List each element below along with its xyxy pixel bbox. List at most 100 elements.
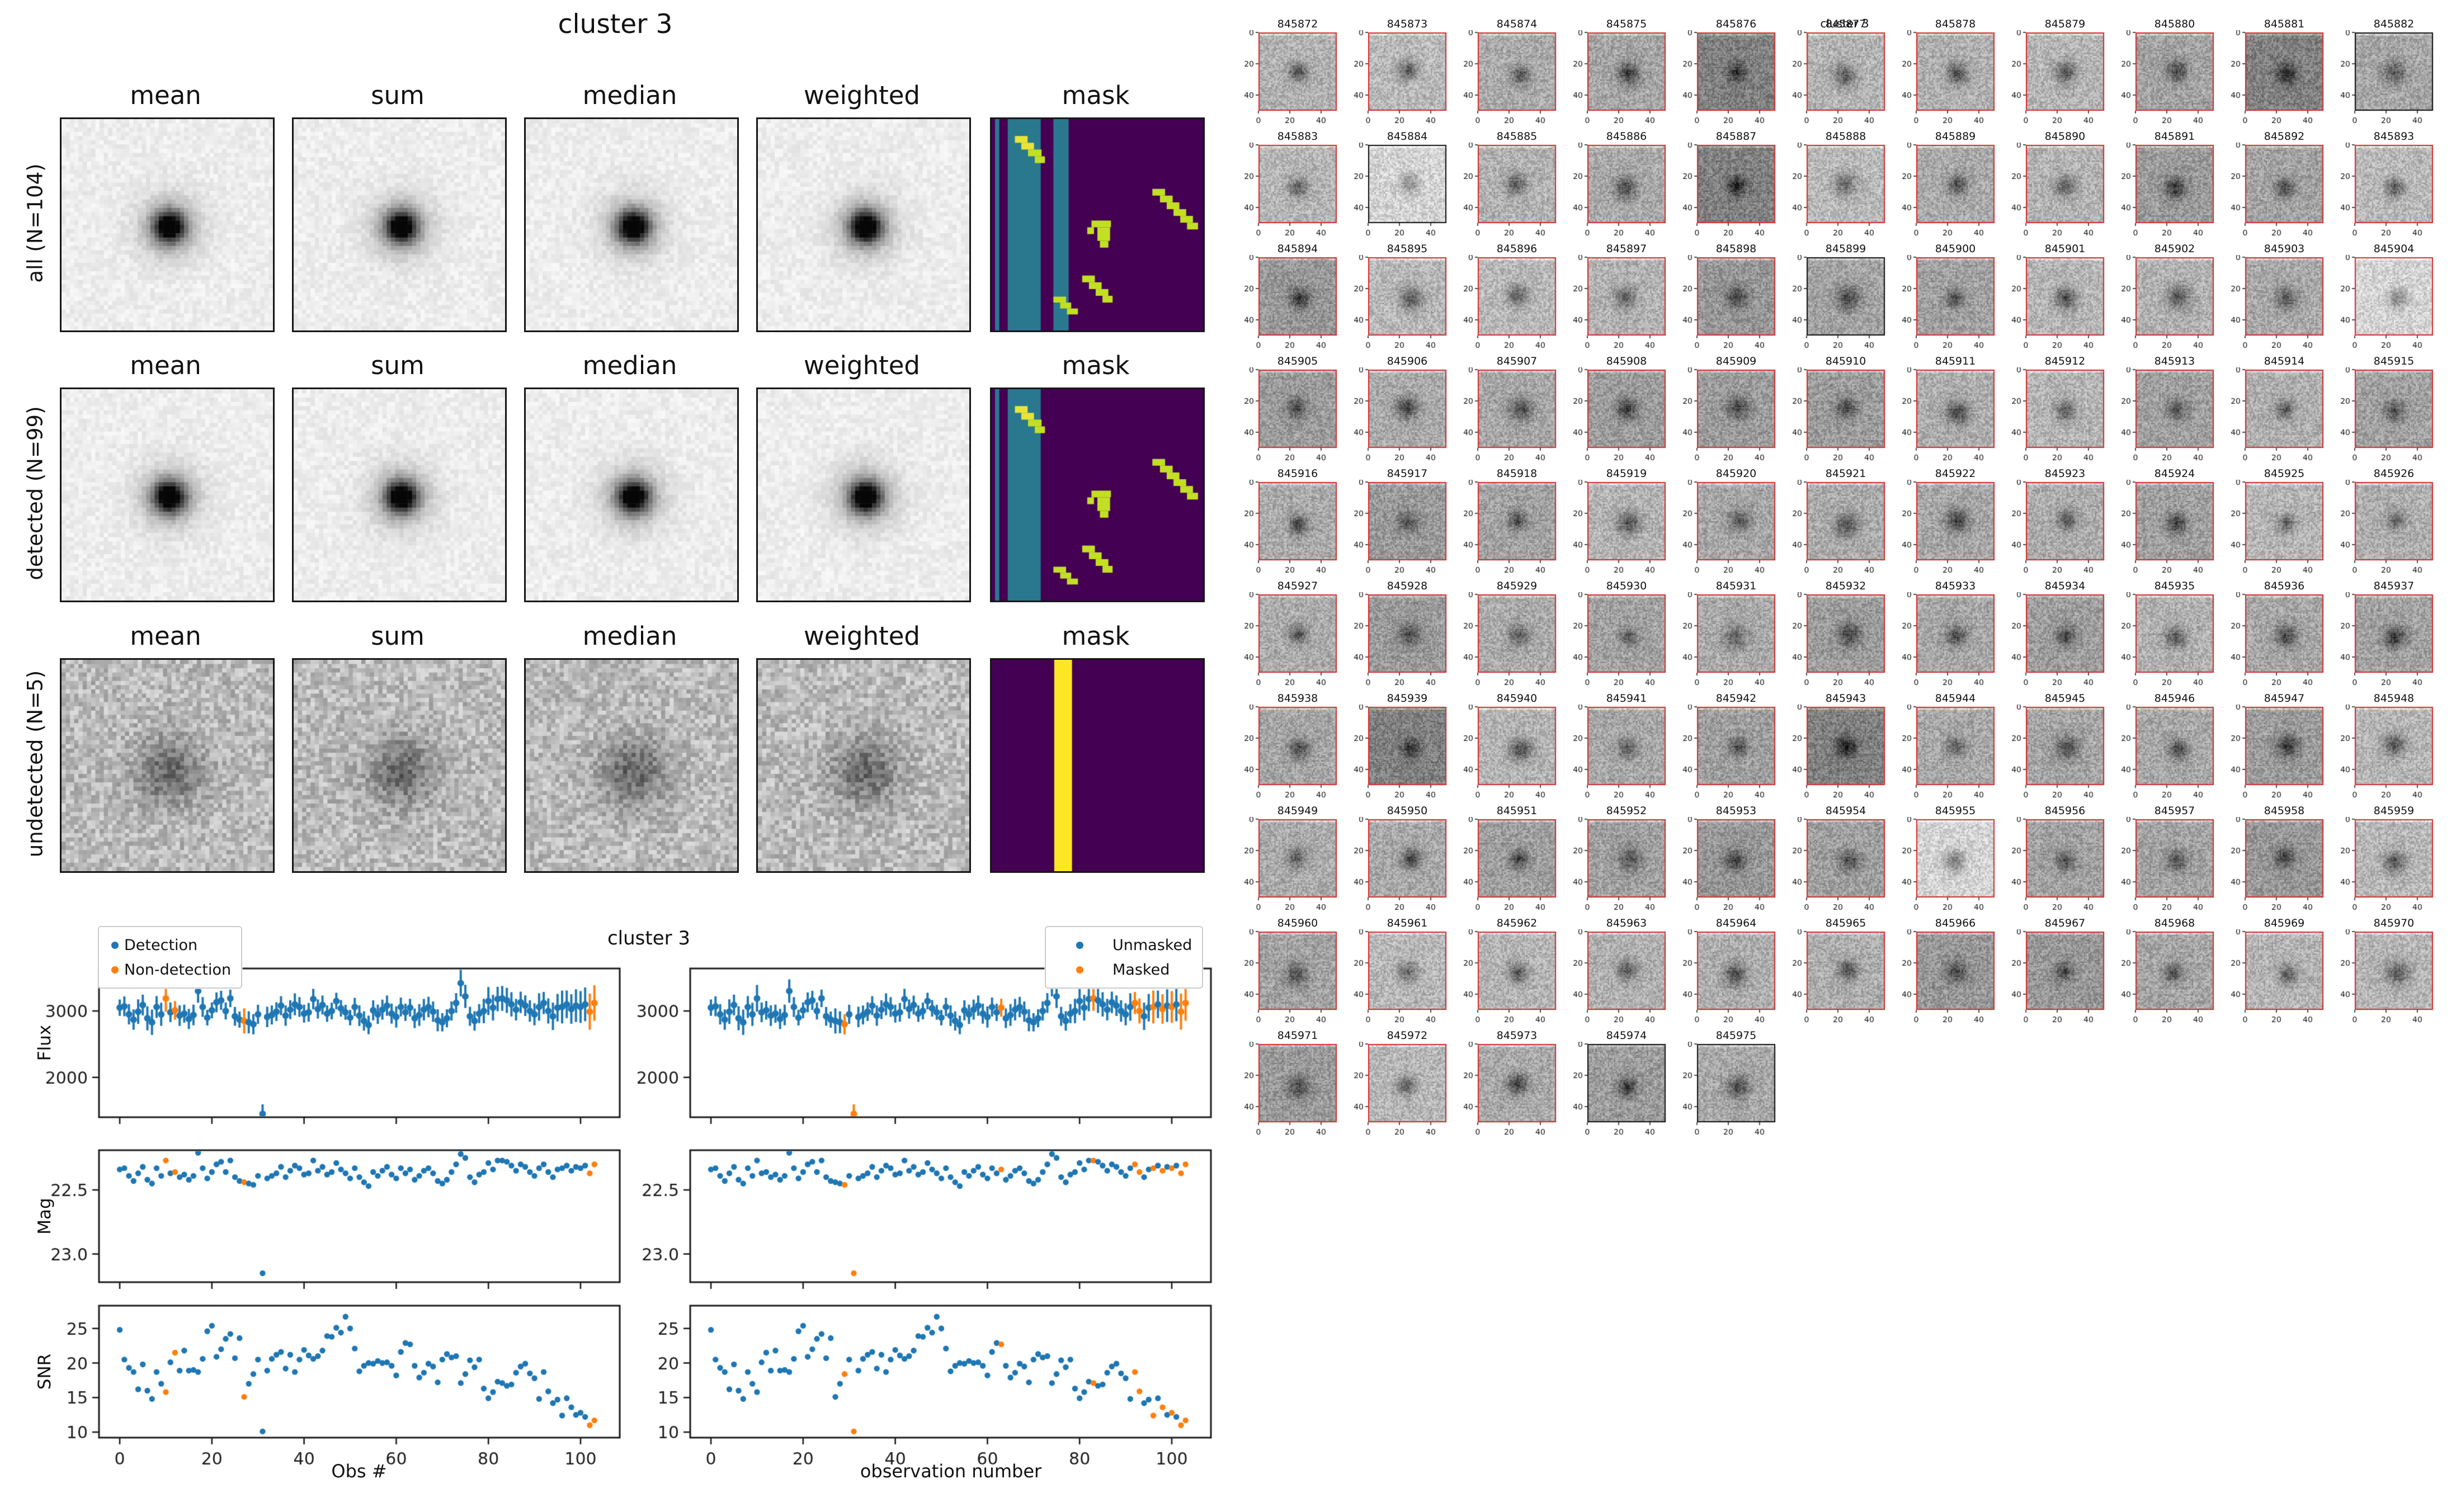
thumbnail-image — [1351, 255, 1461, 355]
column-header-median: median — [582, 81, 677, 110]
thumbnail-image — [1242, 255, 1351, 355]
thumbnail-title: 845926 — [2373, 467, 2415, 480]
thumbnail-image — [2338, 367, 2448, 467]
thumbnail-title: 845962 — [1496, 917, 1538, 929]
column-header-mask: mask — [1062, 81, 1130, 110]
thumbnail-image — [2228, 592, 2338, 692]
thumbnail-title: 845927 — [1277, 580, 1318, 592]
thumbnail-title: 845881 — [2264, 18, 2305, 30]
thumbnail-title: 845932 — [1825, 580, 1866, 592]
thumbnail-title: 845920 — [1715, 467, 1757, 480]
scatter-figure-title: cluster 3 — [607, 927, 691, 949]
thumbnail-title: 845885 — [1496, 130, 1538, 143]
row-label: all (N=104) — [23, 163, 48, 283]
thumbnail-image — [1571, 367, 1680, 467]
stamp-sum — [292, 388, 507, 602]
thumbnail-image — [1461, 143, 1571, 243]
thumbnail-title: 845930 — [1606, 580, 1647, 592]
thumbnail-image — [2119, 367, 2228, 467]
thumbnail-figure-title: cluster 3 — [1820, 17, 1869, 30]
thumbnail-title: 845974 — [1606, 1029, 1647, 1042]
thumbnail-title: 845954 — [1825, 805, 1866, 817]
thumbnail-image — [1351, 929, 1461, 1029]
thumbnail-title: 845874 — [1496, 18, 1538, 30]
thumbnail-title: 845913 — [2154, 355, 2195, 367]
stamp-figure-title: cluster 3 — [558, 9, 673, 40]
snr-plot — [33, 1300, 628, 1470]
thumbnail-title: 845877 — [1825, 18, 1866, 30]
thumbnail-title: 845957 — [2154, 805, 2195, 817]
thumbnail-title: 845952 — [1606, 805, 1647, 817]
thumbnail-image — [2119, 30, 2228, 130]
legend-marker-dot — [111, 966, 119, 974]
thumbnail-title: 845940 — [1496, 692, 1538, 705]
thumbnail-title: 845910 — [1825, 355, 1866, 367]
stamp-mean — [60, 388, 275, 602]
thumbnail-image — [2228, 929, 2338, 1029]
thumbnail-image — [1571, 1042, 1680, 1142]
thumbnail-image — [2009, 30, 2119, 130]
thumbnail-title: 845906 — [1387, 355, 1428, 367]
thumbnail-title: 845917 — [1387, 467, 1428, 480]
flux-axis-label: Flux — [35, 1024, 55, 1061]
thumbnail-title: 845918 — [1496, 467, 1538, 480]
thumbnail-title: 845893 — [2373, 130, 2415, 143]
thumbnail-title: 845938 — [1277, 692, 1318, 705]
column-header-weighted: weighted — [804, 81, 920, 110]
thumbnail-title: 845946 — [2154, 692, 2195, 705]
stamp-mean — [60, 117, 275, 332]
thumbnail-image — [2338, 143, 2448, 243]
thumbnail-image — [2228, 705, 2338, 805]
thumbnail-image — [1571, 592, 1680, 692]
thumbnail-image — [2119, 817, 2228, 917]
thumbnail-title: 845945 — [2044, 692, 2086, 705]
thumbnail-title: 845909 — [1715, 355, 1757, 367]
thumbnail-image — [2009, 817, 2119, 917]
thumbnail-title: 845949 — [1277, 805, 1318, 817]
thumbnail-image — [2119, 480, 2228, 580]
thumbnail-image — [1790, 480, 1899, 580]
thumbnail-image — [1571, 929, 1680, 1029]
stamp-sum — [292, 117, 507, 332]
thumbnail-image — [2228, 143, 2338, 243]
thumbnail-title: 845951 — [1496, 805, 1538, 817]
thumbnail-image — [1242, 480, 1351, 580]
snr-plot — [624, 1300, 1219, 1470]
thumbnail-image — [1461, 255, 1571, 355]
thumbnail-image — [1351, 592, 1461, 692]
thumbnail-image — [2228, 255, 2338, 355]
thumbnail-title: 845965 — [1825, 917, 1866, 929]
thumbnail-title: 845908 — [1606, 355, 1647, 367]
thumbnail-title: 845902 — [2154, 243, 2195, 255]
thumbnail-title: 845924 — [2154, 467, 2195, 480]
thumbnail-title: 845923 — [2044, 467, 2086, 480]
thumbnail-image — [1680, 817, 1790, 917]
thumbnail-image — [1790, 592, 1899, 692]
thumbnail-image — [1680, 367, 1790, 467]
thumbnail-image — [1242, 817, 1351, 917]
thumbnail-title: 845900 — [1935, 243, 1976, 255]
thumbnail-image — [1790, 705, 1899, 805]
thumbnail-image — [1680, 929, 1790, 1029]
thumbnail-image — [1242, 143, 1351, 243]
thumbnail-title: 845936 — [2264, 580, 2305, 592]
thumbnail-image — [1680, 1042, 1790, 1142]
thumbnail-image — [2228, 480, 2338, 580]
thumbnail-image — [1461, 929, 1571, 1029]
thumbnail-title: 845890 — [2044, 130, 2086, 143]
thumbnail-title: 845967 — [2044, 917, 2086, 929]
thumbnail-title: 845888 — [1825, 130, 1866, 143]
thumbnail-title: 845939 — [1387, 692, 1428, 705]
thumbnail-title: 845964 — [1715, 917, 1757, 929]
stamp-mask — [990, 658, 1205, 873]
legend-label: Unmasked — [1112, 936, 1192, 954]
thumbnail-image — [1351, 480, 1461, 580]
thumbnail-title: 845970 — [2373, 917, 2415, 929]
thumbnail-image — [1351, 1042, 1461, 1142]
thumbnail-title: 845953 — [1715, 805, 1757, 817]
thumbnail-image — [1461, 30, 1571, 130]
thumbnail-title: 845891 — [2154, 130, 2195, 143]
thumbnail-image — [1790, 929, 1899, 1029]
thumbnail-title: 845929 — [1496, 580, 1538, 592]
